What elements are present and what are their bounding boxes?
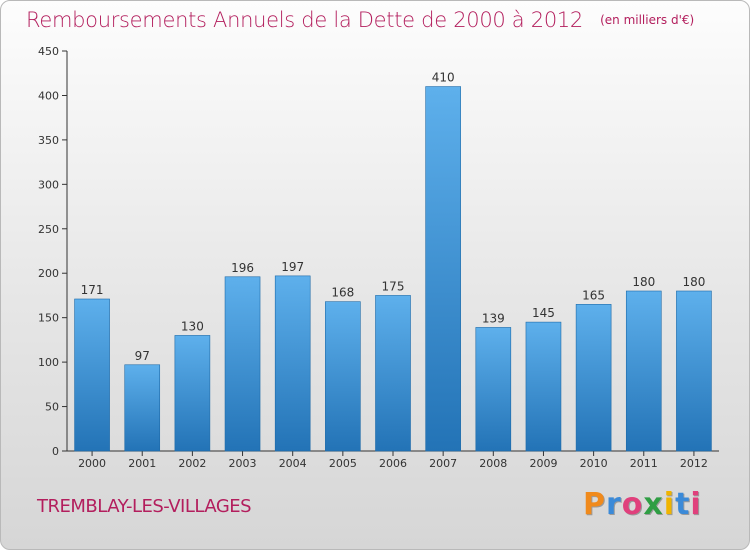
logo-letter: r [606, 487, 622, 522]
x-tick-label-2001: 2001 [128, 457, 156, 470]
data-label-2003: 196 [231, 261, 254, 275]
x-tick-label-2000: 2000 [78, 457, 106, 470]
data-label-2005: 168 [331, 286, 354, 300]
y-tick-label: 300 [38, 178, 59, 191]
x-tick-label-2006: 2006 [379, 457, 407, 470]
x-tick-label-2012: 2012 [680, 457, 708, 470]
y-tick-label: 450 [38, 45, 59, 58]
labels: 171 97 130 196 197 168 175 410 139 145 165 180 180 [81, 71, 706, 363]
y-tick-label: 350 [38, 134, 59, 147]
x-tick-label-2007: 2007 [429, 457, 457, 470]
commune-name: TREMBLAY-LES-VILLAGES [37, 496, 252, 517]
x-tick-label-2009: 2009 [529, 457, 557, 470]
bar-2001 [124, 364, 161, 452]
logo-letter: i [690, 487, 702, 522]
title-row: Remboursements Annuels de la Dette de 20… [26, 8, 694, 32]
bar-2007 [425, 86, 461, 452]
y-tick-label: 200 [38, 267, 59, 280]
bar-2005 [325, 301, 361, 452]
y-tick-label: 150 [38, 312, 59, 325]
data-label-2012: 180 [682, 275, 705, 289]
data-label-2001: 97 [135, 349, 150, 363]
data-label-2008: 139 [482, 311, 505, 325]
data-label-2010: 165 [582, 288, 605, 302]
y-tick-label: 0 [52, 445, 59, 458]
bar-2002 [174, 335, 211, 452]
bar-2008 [475, 327, 512, 452]
axes: 0 50 100 150 200 250 300 350 400 450 2000 2001 2002 2… [38, 45, 719, 470]
logo-letter: i [663, 487, 676, 522]
y-tick-label: 250 [38, 223, 59, 236]
y-tick-label: 50 [45, 401, 59, 414]
x-tick-label-2002: 2002 [178, 457, 206, 470]
x-tick-label-2010: 2010 [580, 457, 608, 470]
x-tick-label-2005: 2005 [329, 457, 357, 470]
logo-letter: t [675, 487, 691, 522]
data-label-2000: 171 [81, 283, 104, 297]
x-tick-label-2011: 2011 [630, 457, 658, 470]
chart-unit: (en milliers d'€) [600, 13, 695, 27]
bar-2004 [274, 275, 311, 452]
data-label-2009: 145 [532, 306, 555, 320]
bar-2006 [375, 295, 411, 452]
data-label-2006: 175 [382, 279, 405, 293]
x-tick-label-2008: 2008 [479, 457, 507, 470]
proxiti-logo: Proxiti [583, 487, 702, 522]
bar-2012 [676, 290, 712, 452]
bar-2010 [575, 304, 612, 452]
bar-2003 [224, 276, 261, 452]
x-tick-label-2004: 2004 [279, 457, 307, 470]
y-tick-label: 100 [38, 356, 59, 369]
data-label-2011: 180 [632, 275, 655, 289]
bar-2000 [74, 298, 110, 452]
data-label-2004: 197 [281, 260, 304, 274]
chart-title: Remboursements Annuels de la Dette de 20… [26, 8, 583, 32]
logo-letter: o [621, 487, 644, 522]
logo-letter: x [643, 487, 664, 522]
bars [74, 86, 712, 452]
y-tick-label: 400 [38, 89, 59, 102]
data-label-2002: 130 [181, 319, 204, 333]
logo-letter: P [583, 487, 606, 522]
bar-2011 [625, 290, 662, 452]
bar-2009 [525, 321, 562, 452]
x-tick-label-2003: 2003 [229, 457, 257, 470]
data-label-2007: 410 [432, 71, 455, 85]
